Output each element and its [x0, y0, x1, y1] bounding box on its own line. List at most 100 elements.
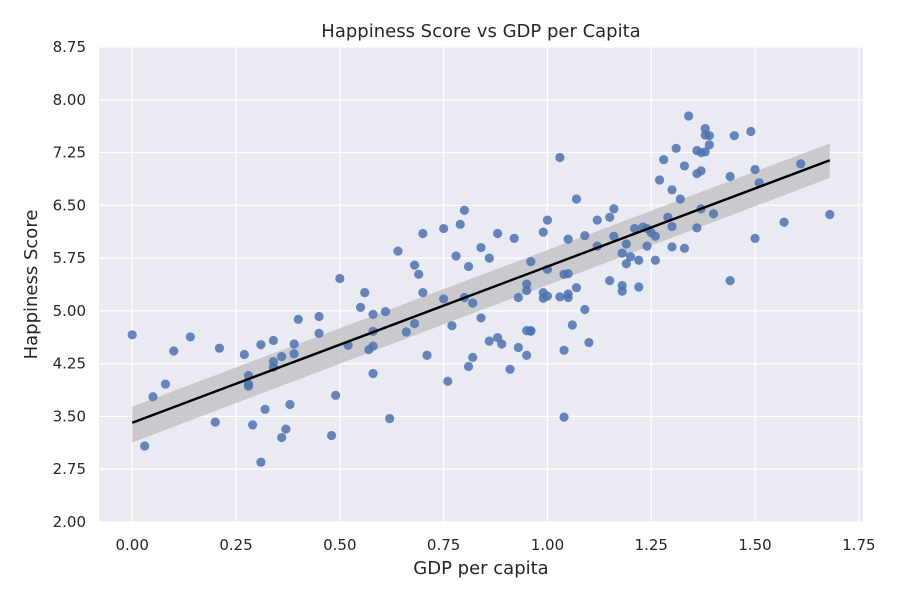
y-tick-label: 5.75 — [53, 249, 86, 267]
data-point — [210, 417, 220, 427]
data-point — [679, 161, 690, 171]
data-point — [314, 328, 324, 339]
data-point — [256, 457, 266, 467]
data-point — [468, 352, 478, 362]
data-point — [380, 306, 391, 317]
data-point — [360, 287, 370, 298]
data-point — [567, 320, 577, 330]
data-point — [605, 276, 615, 286]
data-point — [634, 282, 644, 292]
data-point — [443, 376, 453, 386]
data-point — [314, 311, 324, 322]
data-point — [559, 412, 569, 422]
data-point — [418, 228, 428, 239]
data-point — [605, 212, 615, 222]
x-tick-label: 1.00 — [531, 536, 564, 554]
data-point — [650, 231, 660, 241]
data-point — [393, 246, 403, 256]
data-points — [127, 111, 835, 467]
data-point — [522, 279, 532, 289]
data-point — [609, 231, 619, 241]
data-point — [684, 111, 694, 121]
y-tick-label: 2.00 — [53, 513, 86, 531]
data-point — [484, 253, 494, 263]
data-point — [725, 276, 735, 286]
data-point — [634, 255, 644, 265]
data-point — [750, 233, 760, 244]
data-point — [522, 350, 532, 360]
data-point — [700, 124, 710, 134]
data-point — [289, 339, 299, 349]
confidence-band — [132, 143, 830, 443]
data-point — [409, 260, 420, 270]
data-point — [555, 292, 565, 302]
data-point — [268, 335, 278, 346]
data-point — [476, 313, 486, 323]
data-point — [468, 298, 478, 308]
data-point — [630, 223, 640, 234]
chart-title: Happiness Score vs GDP per Capita — [321, 21, 640, 42]
data-point — [493, 228, 503, 239]
data-point — [704, 131, 714, 141]
data-point — [825, 209, 835, 220]
data-point — [796, 159, 806, 169]
x-axis-label: GDP per capita — [413, 558, 548, 579]
x-tick-label: 0.25 — [219, 536, 252, 554]
data-point — [625, 252, 636, 262]
data-point — [160, 379, 171, 389]
data-point — [422, 350, 432, 360]
data-point — [355, 302, 366, 312]
data-point — [289, 349, 299, 359]
data-point — [621, 259, 631, 269]
data-point — [463, 361, 474, 372]
data-point — [368, 309, 378, 320]
data-point — [671, 143, 681, 153]
x-tick-label: 1.50 — [738, 536, 771, 554]
data-point — [127, 330, 137, 340]
data-point — [248, 420, 258, 430]
data-point — [455, 219, 465, 229]
data-point — [779, 217, 789, 227]
data-point — [497, 339, 507, 349]
data-point — [725, 171, 735, 182]
data-point — [451, 251, 461, 261]
data-point — [563, 292, 573, 303]
data-point — [285, 399, 295, 410]
data-point — [696, 166, 706, 176]
data-point — [580, 230, 590, 241]
data-point — [277, 352, 287, 362]
data-point — [281, 424, 291, 434]
data-point — [293, 314, 303, 324]
data-point — [542, 215, 553, 225]
y-tick-label: 8.00 — [53, 91, 86, 109]
data-point — [401, 327, 411, 337]
y-tick-label: 3.50 — [53, 407, 86, 425]
data-point — [592, 215, 602, 225]
data-point — [584, 337, 594, 348]
y-tick-label: 6.50 — [53, 196, 86, 214]
data-point — [140, 441, 150, 451]
data-point — [750, 164, 760, 175]
data-point — [679, 243, 690, 253]
data-point — [418, 287, 428, 298]
y-tick-label: 8.75 — [53, 38, 86, 56]
data-point — [667, 242, 677, 252]
data-point — [571, 283, 582, 293]
data-point — [239, 349, 249, 360]
x-tick-label: 1.25 — [635, 536, 668, 554]
data-point — [642, 241, 652, 251]
data-point — [260, 404, 270, 415]
data-point — [708, 209, 719, 219]
y-tick-label: 7.25 — [53, 144, 86, 162]
data-point — [505, 364, 515, 374]
data-point — [559, 345, 569, 355]
x-tick-label: 0.00 — [116, 536, 149, 554]
data-point — [542, 291, 553, 301]
data-point — [463, 261, 474, 272]
data-point — [555, 152, 565, 163]
x-tick-labels: 0.00 0.25 0.50 0.75 1.00 1.25 1.50 1.75 — [116, 536, 876, 554]
data-point — [580, 304, 590, 315]
data-point — [667, 221, 677, 232]
data-point — [148, 392, 158, 402]
